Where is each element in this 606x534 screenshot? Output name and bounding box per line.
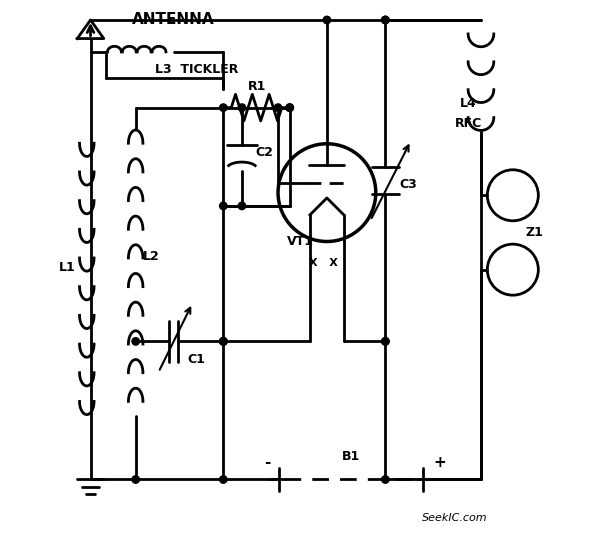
Circle shape bbox=[132, 337, 139, 345]
Text: R1: R1 bbox=[248, 80, 266, 93]
Text: SeekIC.com: SeekIC.com bbox=[422, 513, 487, 523]
Circle shape bbox=[219, 202, 227, 210]
Text: ANTENNA: ANTENNA bbox=[132, 12, 214, 27]
Circle shape bbox=[275, 104, 282, 112]
Circle shape bbox=[286, 104, 293, 112]
Text: Z1: Z1 bbox=[525, 226, 543, 239]
Circle shape bbox=[382, 337, 389, 345]
Text: VT1: VT1 bbox=[287, 235, 314, 248]
Circle shape bbox=[323, 16, 331, 23]
Circle shape bbox=[382, 337, 389, 345]
Circle shape bbox=[219, 337, 227, 345]
Circle shape bbox=[238, 202, 245, 210]
Text: X   X: X X bbox=[308, 258, 338, 268]
Circle shape bbox=[286, 104, 293, 112]
Text: C3: C3 bbox=[399, 178, 417, 191]
Circle shape bbox=[219, 337, 227, 345]
Circle shape bbox=[382, 476, 389, 483]
Text: L2: L2 bbox=[143, 250, 160, 263]
Circle shape bbox=[132, 476, 139, 483]
Circle shape bbox=[238, 104, 245, 112]
Circle shape bbox=[382, 16, 389, 23]
Circle shape bbox=[219, 104, 227, 112]
Text: C1: C1 bbox=[188, 354, 205, 366]
Text: RFC: RFC bbox=[455, 117, 482, 130]
Circle shape bbox=[219, 337, 227, 345]
Circle shape bbox=[382, 16, 389, 23]
Text: L1: L1 bbox=[59, 261, 76, 273]
Text: L3  TICKLER: L3 TICKLER bbox=[155, 63, 238, 76]
Text: B1: B1 bbox=[342, 450, 360, 463]
Circle shape bbox=[219, 476, 227, 483]
Text: L4: L4 bbox=[461, 97, 477, 110]
Text: C2: C2 bbox=[256, 146, 274, 159]
Text: -: - bbox=[264, 455, 271, 470]
Text: +: + bbox=[433, 455, 446, 470]
